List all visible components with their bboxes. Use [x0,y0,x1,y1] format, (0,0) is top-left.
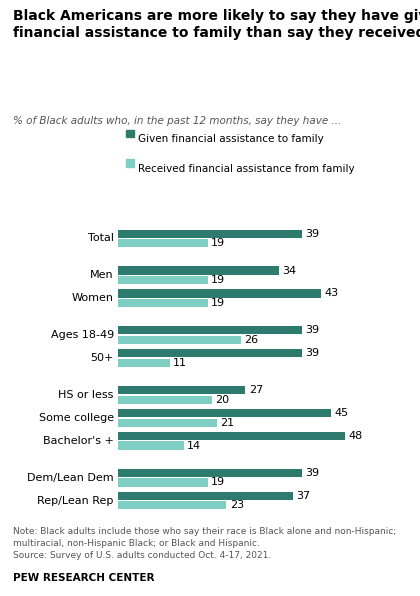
Text: 26: 26 [244,335,258,345]
Text: Rep/Lean Rep: Rep/Lean Rep [37,496,114,505]
Text: 37: 37 [296,491,310,501]
Bar [118,276,207,284]
Text: 45: 45 [334,408,348,418]
Bar [118,409,331,417]
Text: PEW RESEARCH CENTER: PEW RESEARCH CENTER [13,573,154,583]
Text: Men: Men [90,270,114,280]
Text: 39: 39 [306,348,320,358]
Bar [118,442,184,449]
Text: % of Black adults who, in the past 12 months, say they have ...: % of Black adults who, in the past 12 mo… [13,116,341,126]
Bar [118,418,217,427]
Bar [118,492,293,500]
Bar [118,336,241,344]
Text: 50+: 50+ [90,353,114,363]
Text: Bachelor's +: Bachelor's + [43,436,114,446]
Bar [118,432,345,440]
Text: Women: Women [72,293,114,303]
Text: 27: 27 [249,385,263,395]
Text: 34: 34 [282,266,296,275]
Text: 19: 19 [211,477,225,488]
Text: 19: 19 [211,275,225,285]
Bar [118,349,302,358]
Text: Note: Black adults include those who say their race is Black alone and non-Hispa: Note: Black adults include those who say… [13,527,396,560]
Text: 19: 19 [211,298,225,308]
Bar [118,327,302,334]
Text: HS or less: HS or less [58,390,114,400]
Text: 11: 11 [173,358,187,368]
Text: 39: 39 [306,468,320,478]
Bar [118,266,278,275]
Bar [118,479,207,486]
Text: Dem/Lean Dem: Dem/Lean Dem [27,473,114,483]
Text: Ages 18-49: Ages 18-49 [50,330,114,340]
Text: Some college: Some college [39,413,114,423]
Bar [118,396,212,403]
Text: 43: 43 [325,288,339,299]
Bar [118,469,302,477]
Bar [118,501,226,510]
Text: 23: 23 [230,501,244,510]
Bar [118,386,245,395]
Text: Given financial assistance to family: Given financial assistance to family [138,134,323,144]
Bar [118,229,302,238]
Text: 39: 39 [306,229,320,238]
Text: Black Americans are more likely to say they have given
financial assistance to f: Black Americans are more likely to say t… [13,9,420,41]
Text: 39: 39 [306,325,320,336]
Bar [118,359,170,367]
Bar [118,299,207,307]
Text: 20: 20 [215,395,230,405]
Text: 19: 19 [211,238,225,248]
Text: 21: 21 [220,418,234,427]
Text: Total: Total [88,234,114,243]
Text: 14: 14 [187,440,201,451]
Bar [118,239,207,247]
Bar [118,290,321,297]
Text: Received financial assistance from family: Received financial assistance from famil… [138,164,354,174]
Text: 48: 48 [348,431,362,441]
